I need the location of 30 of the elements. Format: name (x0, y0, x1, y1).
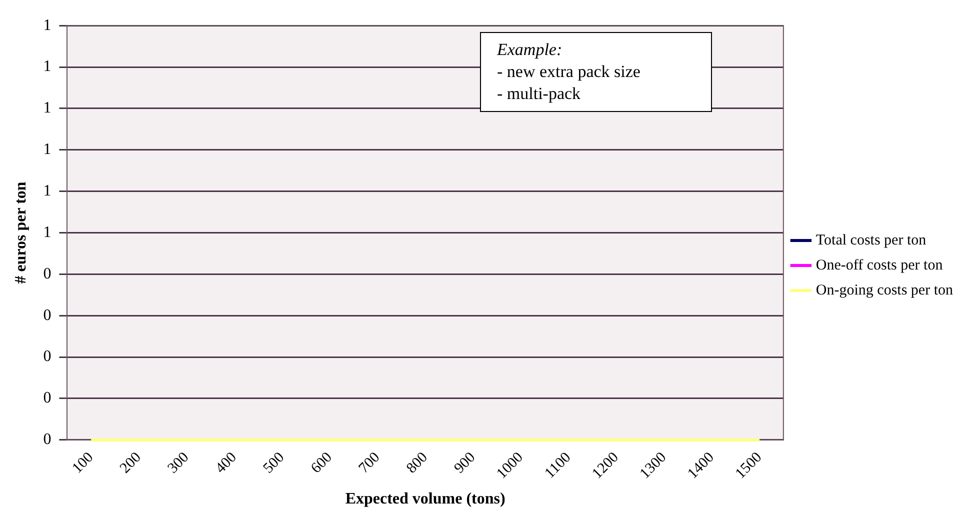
y-tick-label: 1 (43, 224, 52, 241)
x-tick-label: 500 (260, 450, 288, 477)
x-tick-label: 700 (356, 450, 384, 477)
x-tick-label: 1100 (542, 450, 574, 482)
y-tick-label: 0 (43, 306, 52, 324)
annotation: Example: (497, 39, 564, 61)
legend-label: On-going costs per ton (816, 282, 954, 298)
x-tick-label: 600 (308, 450, 336, 477)
x-axis-title: Expected volume (tons) (345, 490, 506, 508)
legend-label: One-off costs per ton (816, 257, 944, 274)
y-tick-label: 0 (43, 390, 52, 407)
y-tick-label: 1 (43, 182, 52, 200)
annotation: - new extra pack size (497, 61, 642, 83)
y-tick-label: 1 (43, 16, 52, 34)
y-tick-label: 1 (43, 141, 52, 158)
note-box: Example: - new extra pack size - multi-pack (480, 32, 712, 112)
y-tick-label: 1 (43, 100, 52, 117)
x-tick-label: 800 (404, 450, 431, 477)
x-tick-label: 300 (164, 450, 192, 477)
x-tick-label: 100 (69, 450, 97, 477)
x-tick-label: 400 (212, 450, 240, 477)
y-tick-label: 0 (43, 431, 52, 448)
y-tick-label: 1 (43, 58, 52, 76)
y-tick-label: 0 (43, 348, 52, 366)
x-tick-label: 200 (117, 450, 144, 477)
annotation: - multi-pack (497, 83, 582, 105)
x-tick-label: 900 (451, 450, 479, 477)
legend-label: Total costs per ton (816, 232, 927, 248)
y-tick-label: 0 (43, 265, 52, 282)
y-axis-title: # euros per ton (12, 182, 30, 284)
